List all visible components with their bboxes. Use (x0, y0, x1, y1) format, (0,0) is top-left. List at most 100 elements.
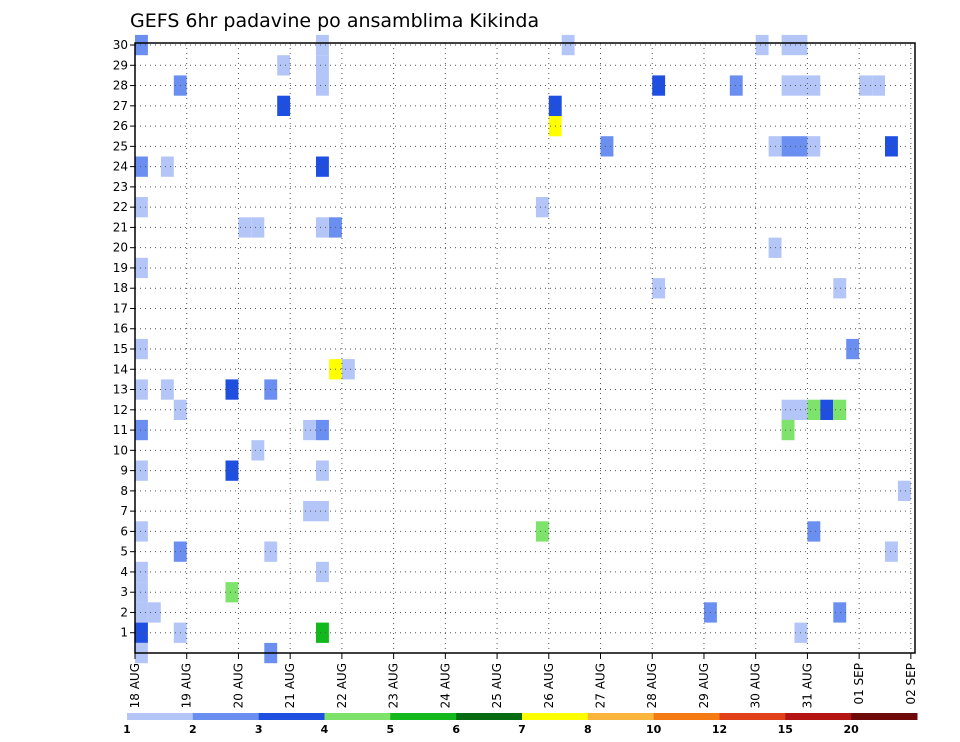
precipitation-cells (135, 34, 911, 664)
precip-cell-43 (316, 622, 329, 643)
x-tick-label-14: 01 SEP (852, 663, 866, 705)
legend-swatch-11 (851, 713, 918, 720)
y-tick-label-17: 17 (113, 301, 128, 315)
y-axis-ticks: 1234567891011121314151617181920212223242… (113, 38, 135, 640)
x-tick-label-7: 25 AUG (490, 663, 504, 708)
legend-label-10: 10 (646, 723, 662, 736)
x-tick-label-3: 21 AUG (283, 663, 297, 708)
precip-cell-82 (885, 541, 898, 562)
legend-swatch-0 (127, 713, 194, 720)
chart-title: GEFS 6hr padavine po ansamblima Kikinda (130, 10, 539, 32)
legend-swatch-10 (785, 713, 852, 720)
precip-cell-15 (160, 156, 174, 177)
x-tick-label-11: 29 AUG (697, 663, 711, 708)
grid-lines (135, 43, 915, 653)
y-tick-label-12: 12 (113, 403, 128, 417)
precip-cell-26 (251, 440, 265, 461)
precip-cell-63 (781, 399, 795, 420)
legend-label-2: 2 (189, 723, 197, 736)
plot-frame (134, 42, 916, 654)
color-legend: 1 2 3 4 5 6 7 8 10 12 15 20 (123, 713, 918, 736)
precip-cell-70 (807, 75, 821, 96)
y-tick-label-4: 4 (120, 565, 128, 579)
x-tick-label-2: 20 AUG (231, 663, 245, 708)
precip-cell-76 (833, 399, 847, 420)
legend-label-15: 15 (778, 723, 793, 736)
y-tick-label-15: 15 (113, 342, 128, 356)
precip-cell-48 (535, 521, 549, 542)
legend-label-7: 7 (518, 723, 526, 736)
legend-swatch-3 (324, 713, 391, 720)
precip-cell-78 (846, 338, 860, 360)
precip-cell-73 (807, 521, 821, 542)
precip-cell-2 (135, 197, 148, 218)
x-tick-label-5: 23 AUG (387, 663, 401, 708)
y-tick-label-3: 3 (120, 585, 128, 599)
y-tick-label-19: 19 (113, 261, 128, 275)
precip-cell-34 (316, 34, 329, 56)
precip-cell-38 (316, 217, 329, 238)
precip-cell-80 (872, 75, 885, 96)
legend-swatch-2 (258, 713, 325, 720)
x-tick-label-0: 18 AUG (128, 663, 142, 708)
precip-cell-62 (781, 136, 795, 157)
precip-cell-0 (135, 34, 148, 56)
y-tick-label-28: 28 (113, 79, 128, 93)
legend-swatch-6 (522, 713, 589, 720)
y-tick-label-10: 10 (113, 443, 128, 457)
legend-swatch-1 (192, 713, 260, 720)
legend-swatch-8 (653, 713, 720, 720)
precip-cell-72 (807, 399, 821, 420)
precip-cell-77 (833, 602, 847, 623)
y-tick-label-24: 24 (113, 160, 128, 174)
precip-cell-40 (316, 460, 329, 481)
y-tick-label-18: 18 (113, 281, 128, 295)
precip-cell-22 (225, 460, 239, 481)
y-tick-label-2: 2 (120, 605, 128, 619)
legend-label-4: 4 (321, 723, 329, 736)
precip-cell-60 (781, 34, 795, 56)
y-tick-label-25: 25 (113, 139, 128, 153)
x-tick-label-12: 30 AUG (749, 663, 763, 708)
legend-label-5: 5 (386, 723, 394, 736)
precip-cell-4 (135, 338, 148, 360)
precip-cell-71 (807, 136, 821, 157)
y-tick-label-16: 16 (113, 322, 128, 336)
y-tick-label-23: 23 (113, 180, 128, 194)
precip-cell-37 (316, 156, 329, 177)
precip-cell-8 (135, 521, 148, 542)
precip-cell-81 (885, 136, 898, 157)
y-tick-label-9: 9 (120, 464, 128, 478)
precip-cell-14 (147, 602, 161, 623)
legend-label-1: 1 (123, 723, 131, 736)
precip-cell-25 (251, 217, 265, 238)
y-tick-label-29: 29 (113, 58, 128, 72)
precip-cell-42 (316, 561, 329, 583)
precip-cell-57 (755, 34, 769, 56)
y-tick-label-13: 13 (113, 383, 128, 397)
legend-label-20: 20 (844, 723, 860, 736)
precip-cell-10 (135, 582, 148, 603)
x-tick-label-8: 26 AUG (542, 663, 556, 708)
precip-cell-47 (535, 197, 549, 218)
legend-swatch-9 (719, 713, 786, 720)
precip-cell-21 (225, 379, 239, 400)
precip-cell-35 (316, 55, 329, 76)
precip-cell-5 (135, 379, 148, 400)
y-tick-label-11: 11 (113, 423, 128, 437)
precip-cell-11 (135, 602, 148, 623)
x-tick-label-6: 24 AUG (438, 663, 452, 708)
precip-cell-30 (277, 55, 291, 76)
x-tick-label-9: 27 AUG (594, 663, 608, 708)
precip-cell-33 (303, 501, 316, 522)
x-tick-label-4: 22 AUG (335, 663, 349, 708)
precip-cell-6 (135, 419, 148, 441)
precip-cell-83 (897, 480, 911, 501)
precip-cell-3 (135, 257, 148, 279)
precip-cell-41 (316, 501, 329, 522)
precip-cell-31 (277, 95, 291, 116)
legend-swatch-4 (390, 713, 457, 720)
precip-cell-51 (561, 34, 575, 56)
legend-label-3: 3 (255, 723, 263, 736)
